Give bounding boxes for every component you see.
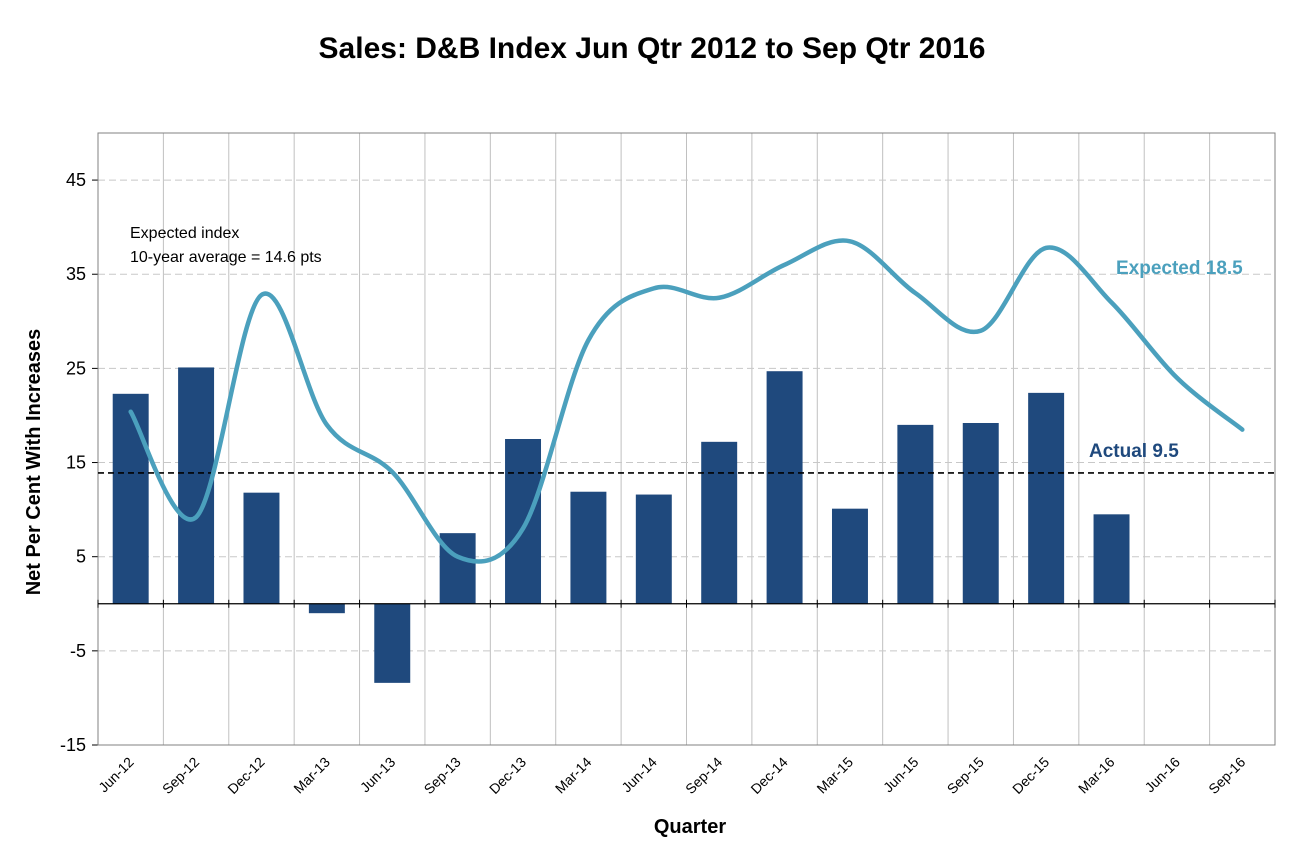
actual-label: Actual 9.5 [1089,441,1179,462]
expected-line [128,238,1245,564]
x-tick-label: Mar-13 [290,754,333,797]
bar [243,492,280,604]
y-tick-label: -5 [70,641,86,661]
x-tick-label: Mar-15 [813,754,856,797]
note-line1: Expected index [130,225,239,242]
x-tick-label: Jun-16 [1141,754,1183,796]
y-tick-label: -15 [60,735,86,755]
x-tick-label: Sep-15 [944,754,987,797]
x-tick-label: Jun-13 [357,754,399,796]
x-tick-label: Sep-14 [682,754,725,797]
y-tick-label: 15 [66,453,86,473]
y-axis-title: Net Per Cent With Increases [23,329,45,596]
x-tick-label: Sep-16 [1205,754,1248,797]
bar [308,603,345,614]
x-tick-label: Dec-14 [747,754,790,797]
x-tick-label: Mar-14 [552,754,595,797]
plot-area: 45 35 25 15 5 -5 -15 Jun-12 Sep-12 Dec-12 Mar-13 Ju… [60,132,1276,797]
bar [897,424,934,604]
bar [635,494,672,604]
y-tick-label: 35 [66,264,86,284]
y-tick-label: 5 [76,547,86,567]
y-tick-label: 25 [66,358,86,378]
expected-label: Expected 18.5 [1116,258,1243,279]
x-tick-label: Dec-15 [1009,754,1052,797]
bar [1093,514,1130,604]
bar [701,441,738,604]
bar [962,422,999,604]
bar [374,603,411,683]
chart-title: Sales: D&B Index Jun Qtr 2012 to Sep Qtr… [319,32,986,65]
plot-frame [97,132,1276,746]
x-tick-label: Sep-12 [159,754,202,797]
x-axis-title: Quarter [654,816,726,838]
x-tick-label: Jun-12 [95,754,137,796]
x-tick-label: Dec-12 [224,754,267,797]
x-tick-label: Sep-13 [421,754,464,797]
bar [766,371,803,604]
bar [831,508,868,604]
note-line2: 10-year average = 14.6 pts [130,249,322,266]
x-tick-label: Mar-16 [1075,754,1118,797]
bar [112,393,149,604]
bar [1028,392,1065,604]
x-tick-label: Jun-14 [618,754,660,796]
x-tick-label: Dec-13 [486,754,529,797]
y-tick-label: 45 [66,170,86,190]
bar [570,491,607,604]
bar [505,439,542,604]
x-tick-label: Jun-15 [880,754,922,796]
